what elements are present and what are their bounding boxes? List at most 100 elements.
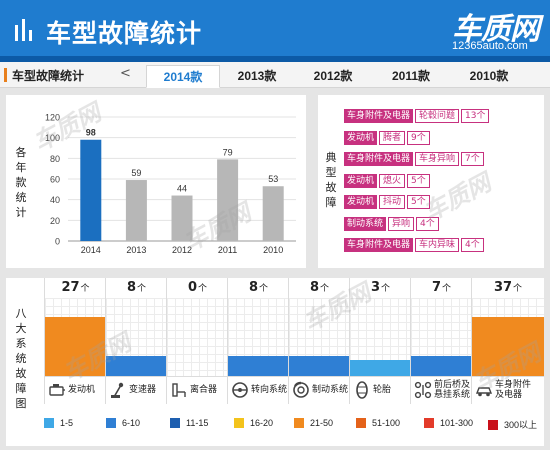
tab-prev-arrow[interactable]: < bbox=[120, 66, 131, 81]
system-label: 制动系统 bbox=[289, 376, 350, 402]
page-title: 车型故障统计 bbox=[46, 19, 203, 48]
system-column: 0个离合器 bbox=[166, 278, 228, 404]
logo: 车质网 bbox=[452, 12, 540, 47]
fault-system: 车身附件及电器 bbox=[344, 238, 414, 252]
legend-label: 51-100 bbox=[372, 418, 401, 428]
system-bar-area bbox=[228, 298, 289, 376]
system-count: 3个 bbox=[370, 280, 391, 295]
system-count: 0个 bbox=[187, 280, 208, 295]
bar-2013 bbox=[125, 180, 147, 241]
system-bar-area bbox=[350, 298, 411, 376]
system-label: 转向系统 bbox=[228, 376, 289, 402]
system-bar-area bbox=[167, 298, 228, 376]
system-name: 变速器 bbox=[129, 384, 157, 395]
year-chart-ylabel: 各年款统计 bbox=[15, 146, 27, 219]
system-bar-area bbox=[472, 298, 544, 376]
system-bar-area bbox=[45, 298, 106, 376]
system-bar bbox=[411, 356, 472, 376]
fault-row: 车身附件及电器 车身异响 7个 bbox=[344, 152, 484, 166]
system-bar bbox=[106, 356, 167, 376]
header-divider bbox=[0, 56, 550, 62]
legend-item: 6-10 bbox=[106, 418, 140, 428]
system-name: 车身附件 及电器 bbox=[495, 379, 532, 400]
tab-2014[interactable]: 2014款 bbox=[146, 65, 220, 88]
tab-2012[interactable]: 2012款 bbox=[313, 69, 353, 83]
tab-2013[interactable]: 2013款 bbox=[237, 69, 277, 83]
fault-count: 9个 bbox=[407, 130, 430, 145]
fault-row: 发动机 腾者 9个 bbox=[344, 130, 430, 145]
clutch-icon bbox=[172, 382, 186, 397]
system-count: 8个 bbox=[126, 280, 147, 295]
bar-2011 bbox=[217, 159, 239, 241]
fault-system: 车身附件及电器 bbox=[344, 152, 414, 166]
fault-row: 车身附件及电器 轮毂问题 13个 bbox=[344, 109, 490, 123]
bar-value-label: 98 bbox=[86, 128, 96, 138]
fault-issue: 车身异响 bbox=[415, 152, 460, 166]
legend-item: 101-300 bbox=[424, 418, 473, 428]
system-column: 27个 发动机 bbox=[44, 278, 106, 404]
system-bar bbox=[45, 317, 106, 376]
system-count: 8个 bbox=[248, 280, 269, 295]
year-tab-bar: 车型故障统计 < 2014款 2013款 2012款 2011款 2010款 bbox=[0, 62, 550, 88]
system-name: 前后桥及 悬挂系统 bbox=[434, 379, 471, 400]
legend-swatch bbox=[488, 419, 498, 430]
legend-swatch bbox=[294, 418, 304, 428]
system-label: 车身附件 及电器 bbox=[472, 376, 544, 402]
system-name: 转向系统 bbox=[251, 384, 288, 395]
system-column: 8个变速器 bbox=[105, 278, 167, 404]
fault-system: 发动机 bbox=[344, 195, 378, 209]
bar-2014 bbox=[80, 139, 102, 241]
system-fault-chart: 27个 发动机 8个 变速器 0个 离合器 8个 转向系统 8个 制动系统 3个 轮胎 7个 前后桥及 悬挂… bbox=[44, 278, 544, 404]
engine-icon bbox=[49, 383, 65, 396]
legend-item: 51-100 bbox=[356, 418, 400, 428]
system-bar bbox=[350, 360, 411, 376]
system-bar-area bbox=[289, 298, 350, 376]
system-label: 离合器 bbox=[167, 376, 228, 402]
fault-count: 13个 bbox=[461, 109, 490, 123]
fault-row: 车身附件及电器 车内异味 4个 bbox=[344, 238, 484, 252]
system-bar-area bbox=[106, 298, 167, 376]
x-tick-label: 2013 bbox=[126, 245, 146, 255]
system-bar bbox=[472, 317, 544, 376]
tab-2010[interactable]: 2010款 bbox=[469, 69, 509, 83]
fault-issue: 异响 bbox=[388, 216, 415, 231]
legend-label: 101-300 bbox=[440, 418, 474, 428]
system-name: 制动系统 bbox=[312, 384, 349, 395]
fault-issue: 车内异味 bbox=[415, 238, 460, 252]
legend-swatch bbox=[234, 418, 244, 428]
tab-2011[interactable]: 2011款 bbox=[391, 69, 431, 83]
car-body-icon bbox=[475, 386, 493, 396]
legend-label: 21-50 bbox=[310, 418, 334, 428]
fault-issue: 轮毂问题 bbox=[415, 109, 460, 123]
x-tick-label: 2011 bbox=[218, 245, 237, 255]
y-tick-label: 120 bbox=[45, 113, 60, 123]
fault-system: 发动机 bbox=[344, 173, 378, 188]
header-banner: 车型故障统计 车质网 12365auto.com bbox=[0, 0, 550, 62]
system-column: 8个转向系统 bbox=[227, 278, 289, 404]
tire-icon bbox=[356, 380, 368, 399]
year-bar-chart: 0 20 40 60 80 100 120 98 2014 59 2013 44 2012 79 2011 5… bbox=[45, 113, 296, 255]
y-tick-label: 20 bbox=[50, 216, 60, 226]
fault-issue: 腾者 bbox=[379, 130, 406, 145]
legend-swatch bbox=[424, 418, 434, 428]
fault-count: 4个 bbox=[416, 216, 439, 231]
y-tick-label: 80 bbox=[50, 154, 60, 164]
legend-label: 6-10 bbox=[122, 418, 141, 428]
legend-swatch bbox=[44, 418, 54, 428]
system-count: 37个 bbox=[493, 280, 523, 295]
system-count: 7个 bbox=[431, 280, 452, 295]
fault-issue: 抖动 bbox=[379, 195, 406, 209]
y-tick-label: 40 bbox=[50, 195, 60, 205]
steering-wheel-icon bbox=[232, 381, 248, 398]
system-bar-area bbox=[411, 298, 472, 376]
legend-label: 11-15 bbox=[186, 418, 209, 428]
x-tick-label: 2010 bbox=[263, 245, 283, 255]
fault-system: 制动系统 bbox=[344, 216, 387, 231]
fault-row: 发动机 熄火 5个 bbox=[344, 173, 430, 188]
bar-2010 bbox=[262, 186, 284, 241]
system-label: 发动机 bbox=[45, 376, 106, 402]
typical-faults-label: 典型故障 bbox=[325, 151, 337, 209]
legend-label: 16-20 bbox=[250, 418, 274, 428]
system-label: 变速器 bbox=[106, 376, 167, 402]
logo-url: 12365auto.com bbox=[452, 40, 528, 52]
